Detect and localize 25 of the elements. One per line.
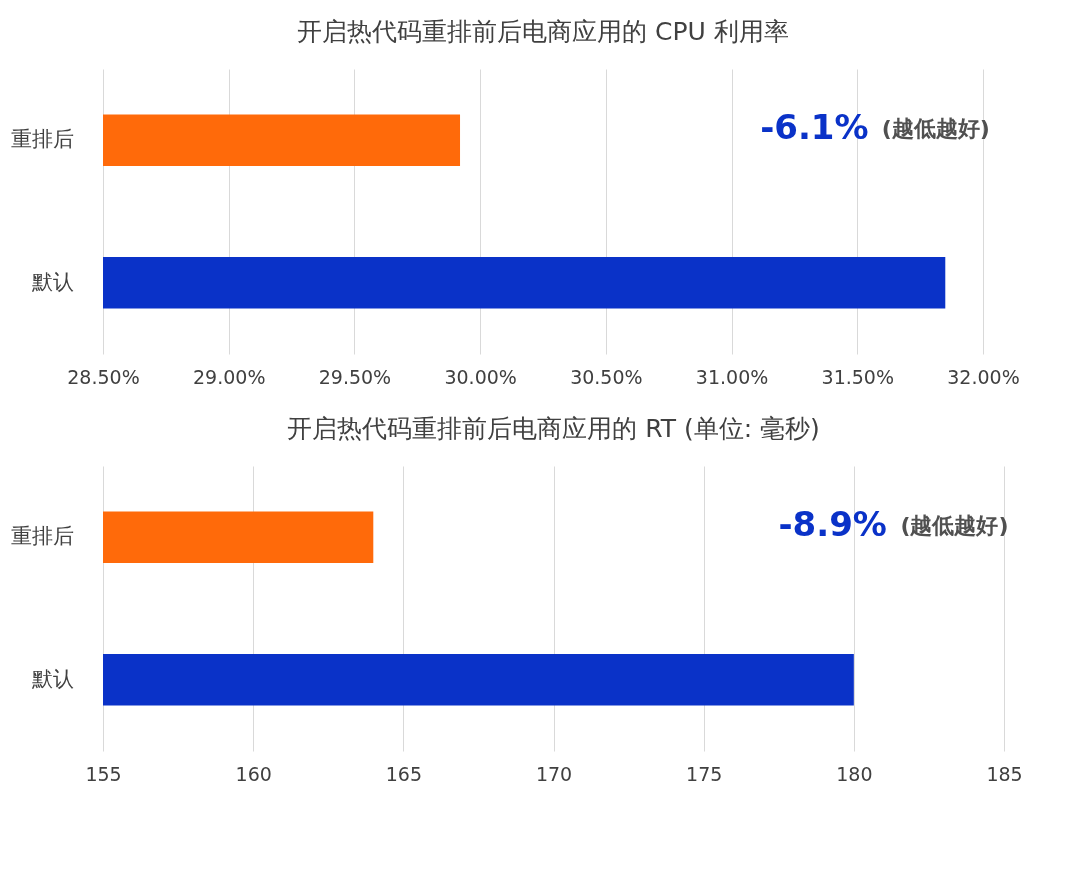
chart-title: 开启热代码重排前后电商应用的 RT (单位: 毫秒) — [287, 414, 820, 443]
x-tick-label: 31.50% — [821, 365, 895, 388]
y-tick-label: 重排后 — [10, 127, 74, 152]
chart-title: 开启热代码重排前后电商应用的 CPU 利用率 — [297, 17, 789, 46]
x-tick-label: 160 — [235, 762, 272, 785]
x-tick-label: 30.50% — [570, 365, 643, 388]
x-tick-label: 32.00% — [947, 365, 1020, 388]
x-tick-label: 31.00% — [695, 365, 769, 388]
y-tick-label: 默认 — [30, 666, 74, 691]
y-tick-label: 重排后 — [10, 524, 74, 549]
x-tick-label: 185 — [986, 762, 1023, 785]
x-tick-label: 175 — [686, 762, 723, 785]
annotation: -8.9% — [778, 503, 887, 544]
x-tick-label: 29.50% — [318, 365, 392, 388]
annotation: (越低越好) — [900, 512, 1009, 538]
annotation: -6.1% — [760, 106, 869, 147]
annotation: (越低越好) — [881, 115, 990, 141]
x-tick-label: 30.00% — [444, 365, 517, 388]
x-tick-label: 155 — [85, 762, 122, 785]
x-tick-label: 180 — [836, 762, 873, 785]
y-tick-label: 默认 — [30, 269, 74, 294]
x-tick-label: 29.00% — [192, 365, 266, 388]
x-tick-label: 28.50% — [67, 365, 140, 388]
x-tick-label: 165 — [385, 762, 422, 785]
x-tick-label: 170 — [535, 762, 573, 785]
